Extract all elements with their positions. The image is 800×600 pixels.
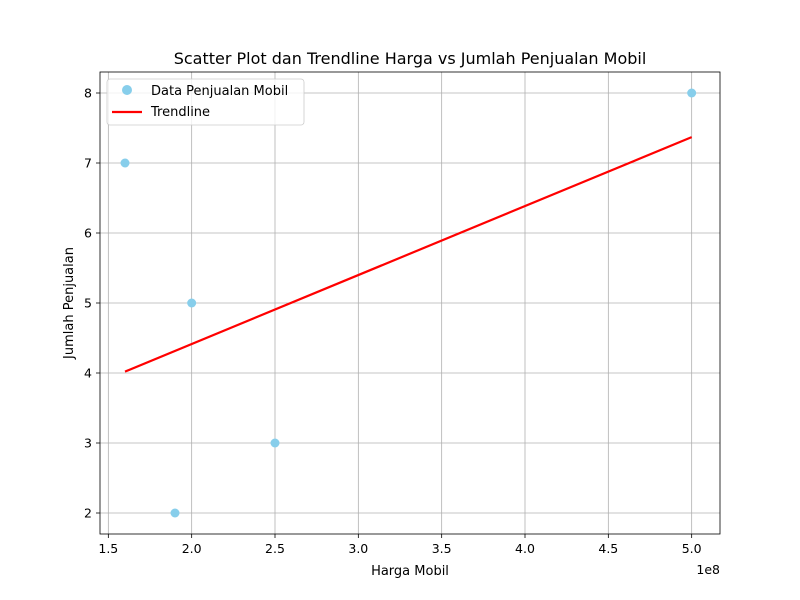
x-axis-label: Harga Mobil (371, 564, 449, 579)
legend: Data Penjualan Mobil Trendline (106, 78, 305, 126)
x-tick-label: 2.0 (182, 541, 202, 556)
y-tick-label: 4 (84, 366, 92, 381)
legend-scatter-marker (122, 85, 132, 95)
y-axis-label: Jumlah Penjualan (62, 247, 77, 360)
x-tick-label: 2.5 (265, 541, 285, 556)
y-tick-label: 6 (84, 226, 92, 241)
legend-label-trendline: Trendline (150, 105, 210, 120)
y-axis-ticks: 2 3 4 5 6 7 8 (84, 86, 100, 521)
x-tick-label: 4.5 (598, 541, 618, 556)
scatter-point (270, 438, 280, 448)
x-tick-label: 5.0 (682, 541, 702, 556)
scatter-point (120, 158, 130, 168)
x-axis-ticks: 1.5 2.0 2.5 3.0 3.5 4.0 4.5 5.0 (98, 534, 702, 556)
scatter-point (187, 298, 197, 308)
y-tick-label: 7 (84, 156, 92, 171)
y-tick-label: 3 (84, 436, 92, 451)
x-tick-label: 3.5 (432, 541, 452, 556)
chart-title: Scatter Plot dan Trendline Harga vs Juml… (174, 49, 647, 68)
x-axis-offset-text: 1e8 (696, 562, 720, 577)
legend-box (106, 78, 305, 126)
x-tick-label: 3.0 (348, 541, 368, 556)
trendline-layer (124, 136, 693, 373)
scatter-point (170, 508, 180, 518)
y-tick-label: 8 (84, 86, 92, 101)
grid (100, 72, 720, 534)
x-tick-label: 4.0 (515, 541, 535, 556)
scatter-points-layer (120, 88, 697, 518)
x-tick-label: 1.5 (98, 541, 118, 556)
y-tick-label: 2 (84, 506, 92, 521)
trendline (124, 136, 693, 373)
legend-label-scatter: Data Penjualan Mobil (151, 84, 288, 99)
y-tick-label: 5 (84, 296, 92, 311)
scatter-point (687, 88, 697, 98)
